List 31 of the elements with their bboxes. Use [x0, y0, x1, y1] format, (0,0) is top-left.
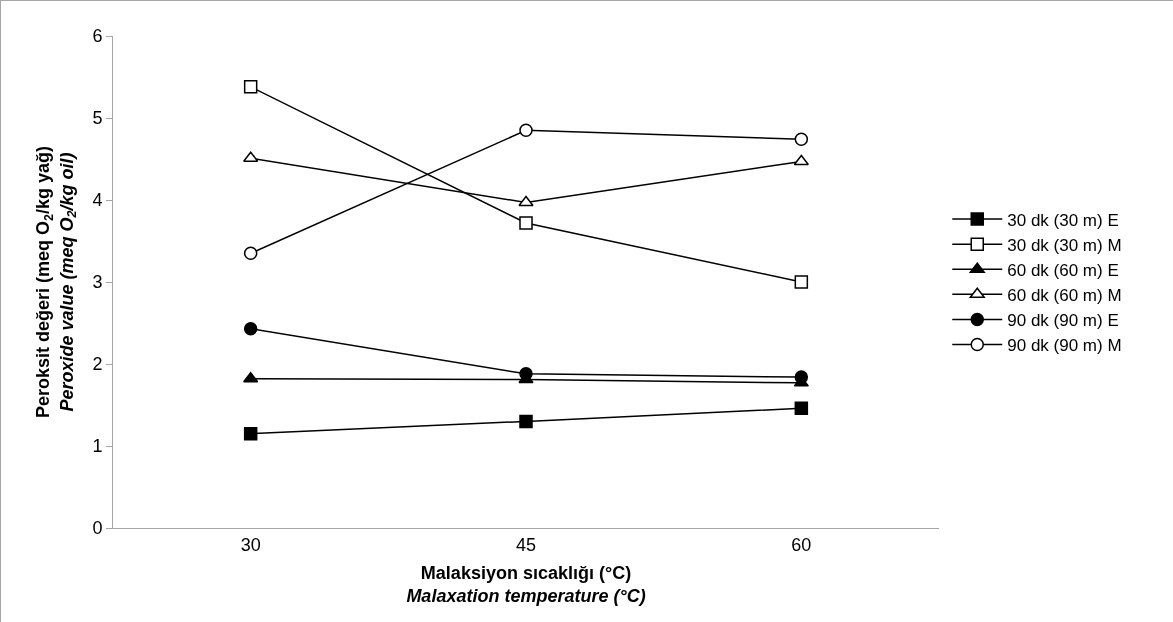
x-tick-label: 60 [791, 534, 812, 555]
legend-label: 60 dk (60 m) M [1007, 285, 1122, 305]
legend-label: 60 dk (60 m) E [1007, 260, 1119, 280]
point [243, 426, 258, 441]
point [793, 154, 810, 166]
point [243, 321, 258, 336]
point [794, 275, 809, 289]
point [243, 246, 258, 261]
point [519, 414, 533, 429]
legend-label: 90 dk (90 m) M [1007, 336, 1122, 356]
x-tick-label: 45 [515, 534, 537, 555]
point [243, 80, 258, 94]
x-axis-title: Malaksiyon sıcaklığı (°C) Malaxation temperature (°C) [406, 562, 646, 607]
y-tick-label: 1 [92, 436, 103, 457]
point [519, 216, 533, 230]
y-tick-label: 6 [92, 26, 103, 47]
legend-label: 90 dk (90 m) E [1007, 311, 1119, 331]
point [519, 123, 533, 138]
y-tick-label: 3 [92, 272, 103, 293]
point [518, 195, 534, 207]
legend-label: 30 dk (30 m) E [1007, 210, 1119, 230]
y-tick-label: 5 [92, 108, 103, 129]
legend-label: 30 dk (30 m) M [1007, 235, 1122, 255]
point [794, 370, 809, 384]
y-tick-label: 2 [92, 354, 103, 375]
point [794, 401, 809, 416]
x-tick-label: 30 [240, 534, 261, 555]
y-tick-label: 0 [92, 518, 103, 539]
y-tick-label: 4 [92, 190, 103, 211]
point [519, 367, 533, 381]
point [794, 132, 809, 147]
